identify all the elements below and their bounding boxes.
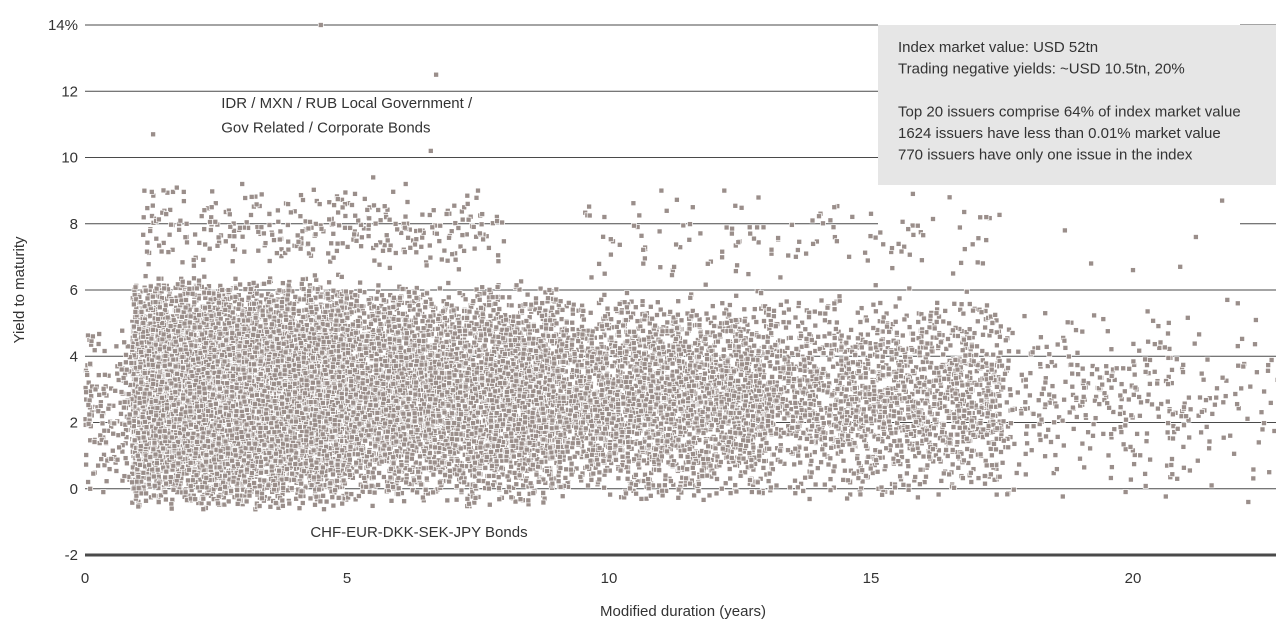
- data-point: [312, 501, 318, 508]
- data-point: [280, 280, 286, 286]
- data-point: [225, 498, 232, 505]
- data-point: [330, 502, 337, 509]
- data-point: [142, 273, 149, 279]
- data-point: [234, 487, 241, 493]
- data-point: [242, 286, 249, 292]
- data-points: [82, 22, 1276, 513]
- data-point: [129, 499, 136, 506]
- data-point: [343, 288, 349, 295]
- data-point: [232, 275, 239, 282]
- data-point: [258, 292, 265, 299]
- data-point: [245, 294, 252, 301]
- data-point: [326, 279, 332, 286]
- data-point: [323, 498, 330, 505]
- data-point: [254, 290, 260, 297]
- data-point: [344, 295, 350, 302]
- data-point: [299, 500, 306, 506]
- data-point: [280, 503, 286, 509]
- data-point: [191, 275, 197, 282]
- data-point: [329, 494, 336, 501]
- data-point: [320, 492, 326, 499]
- data-point: [301, 296, 308, 303]
- data-point: [163, 302, 169, 309]
- data-point: [186, 279, 192, 286]
